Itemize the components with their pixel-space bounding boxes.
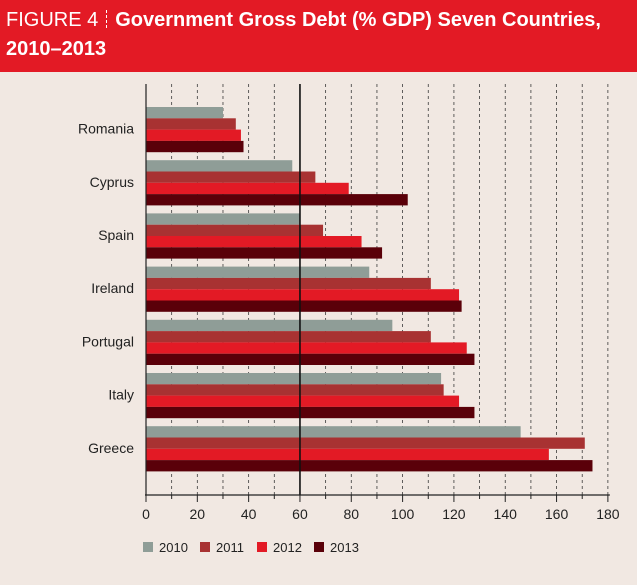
- figure-label: FIGURE 4: [6, 9, 99, 31]
- bar-2010-italy: [146, 373, 442, 385]
- bar-2012-greece: [146, 448, 549, 461]
- bar-2013-romania: [146, 140, 244, 153]
- figure-title-line-1: FIGURE 4 Government Gross Debt (% GDP) Se…: [6, 9, 601, 32]
- bar-2011-portugal: [146, 331, 431, 343]
- category-label: Italy: [108, 387, 134, 403]
- bar-2011-spain: [146, 224, 324, 236]
- category-label: Cyprus: [90, 174, 134, 190]
- bar-2011-ireland: [146, 277, 431, 290]
- bar-2012-cyprus: [146, 182, 349, 195]
- bar-2012-ireland: [146, 289, 460, 301]
- bar-chart: Romania Cyprus Spain Ireland Portugal Italy Gr…: [78, 84, 620, 555]
- bar-2013-spain: [146, 247, 383, 259]
- bar-2012-spain: [146, 236, 362, 248]
- x-tick-label: 80: [343, 506, 359, 522]
- x-tick-label: 0: [142, 506, 150, 522]
- figure-title-line-2: 2010–2013: [6, 38, 107, 60]
- bar-2011-romania: [146, 118, 236, 130]
- bar-2010-portugal: [146, 319, 393, 332]
- legend-swatch-2013: [314, 542, 324, 552]
- x-tick-label: 40: [241, 506, 257, 522]
- bar-2013-ireland: [146, 300, 462, 312]
- bar-2010-romania: [146, 107, 223, 119]
- bar-2013-portugal: [146, 353, 475, 365]
- bar-2011-greece: [146, 437, 585, 449]
- bar-2011-cyprus: [146, 171, 316, 183]
- category-label: Greece: [88, 440, 134, 456]
- x-tick-label: 60: [292, 506, 308, 522]
- x-tick-label: 160: [545, 506, 569, 522]
- title-separator: [106, 10, 108, 28]
- x-tick-label: 100: [391, 506, 415, 522]
- legend-swatch-2012: [257, 542, 267, 552]
- category-label: Spain: [98, 227, 134, 243]
- bar-2013-cyprus: [146, 194, 408, 206]
- category-label: Romania: [78, 121, 134, 137]
- bar-2010-spain: [146, 213, 300, 225]
- chart-title: Government Gross Debt (% GDP) Seven Coun…: [115, 9, 601, 31]
- bar-2010-cyprus: [146, 160, 293, 172]
- legend-swatch-2011: [200, 542, 210, 552]
- figure-header: FIGURE 4 Government Gross Debt (% GDP) Se…: [0, 0, 637, 72]
- category-label: Ireland: [91, 280, 134, 296]
- legend-label-2011: 2011: [216, 540, 244, 555]
- category-label: Portugal: [82, 333, 134, 349]
- bar-2010-greece: [146, 426, 521, 438]
- legend-label-2013: 2013: [330, 540, 359, 555]
- bar-2012-italy: [146, 395, 460, 407]
- bar-2010-ireland: [146, 266, 370, 278]
- bar-2013-greece: [146, 460, 593, 472]
- x-tick-label: 180: [596, 506, 620, 522]
- legend-label-2010: 2010: [159, 540, 188, 555]
- x-tick-label: 120: [442, 506, 466, 522]
- x-tick-label: 140: [494, 506, 518, 522]
- bar-2012-portugal: [146, 342, 467, 354]
- legend-label-2012: 2012: [273, 540, 302, 555]
- bar-2013-italy: [146, 406, 475, 419]
- x-tick-label: 20: [190, 506, 206, 522]
- legend-swatch-2010: [143, 542, 153, 552]
- bar-2011-italy: [146, 384, 444, 396]
- bar-2012-romania: [146, 129, 241, 141]
